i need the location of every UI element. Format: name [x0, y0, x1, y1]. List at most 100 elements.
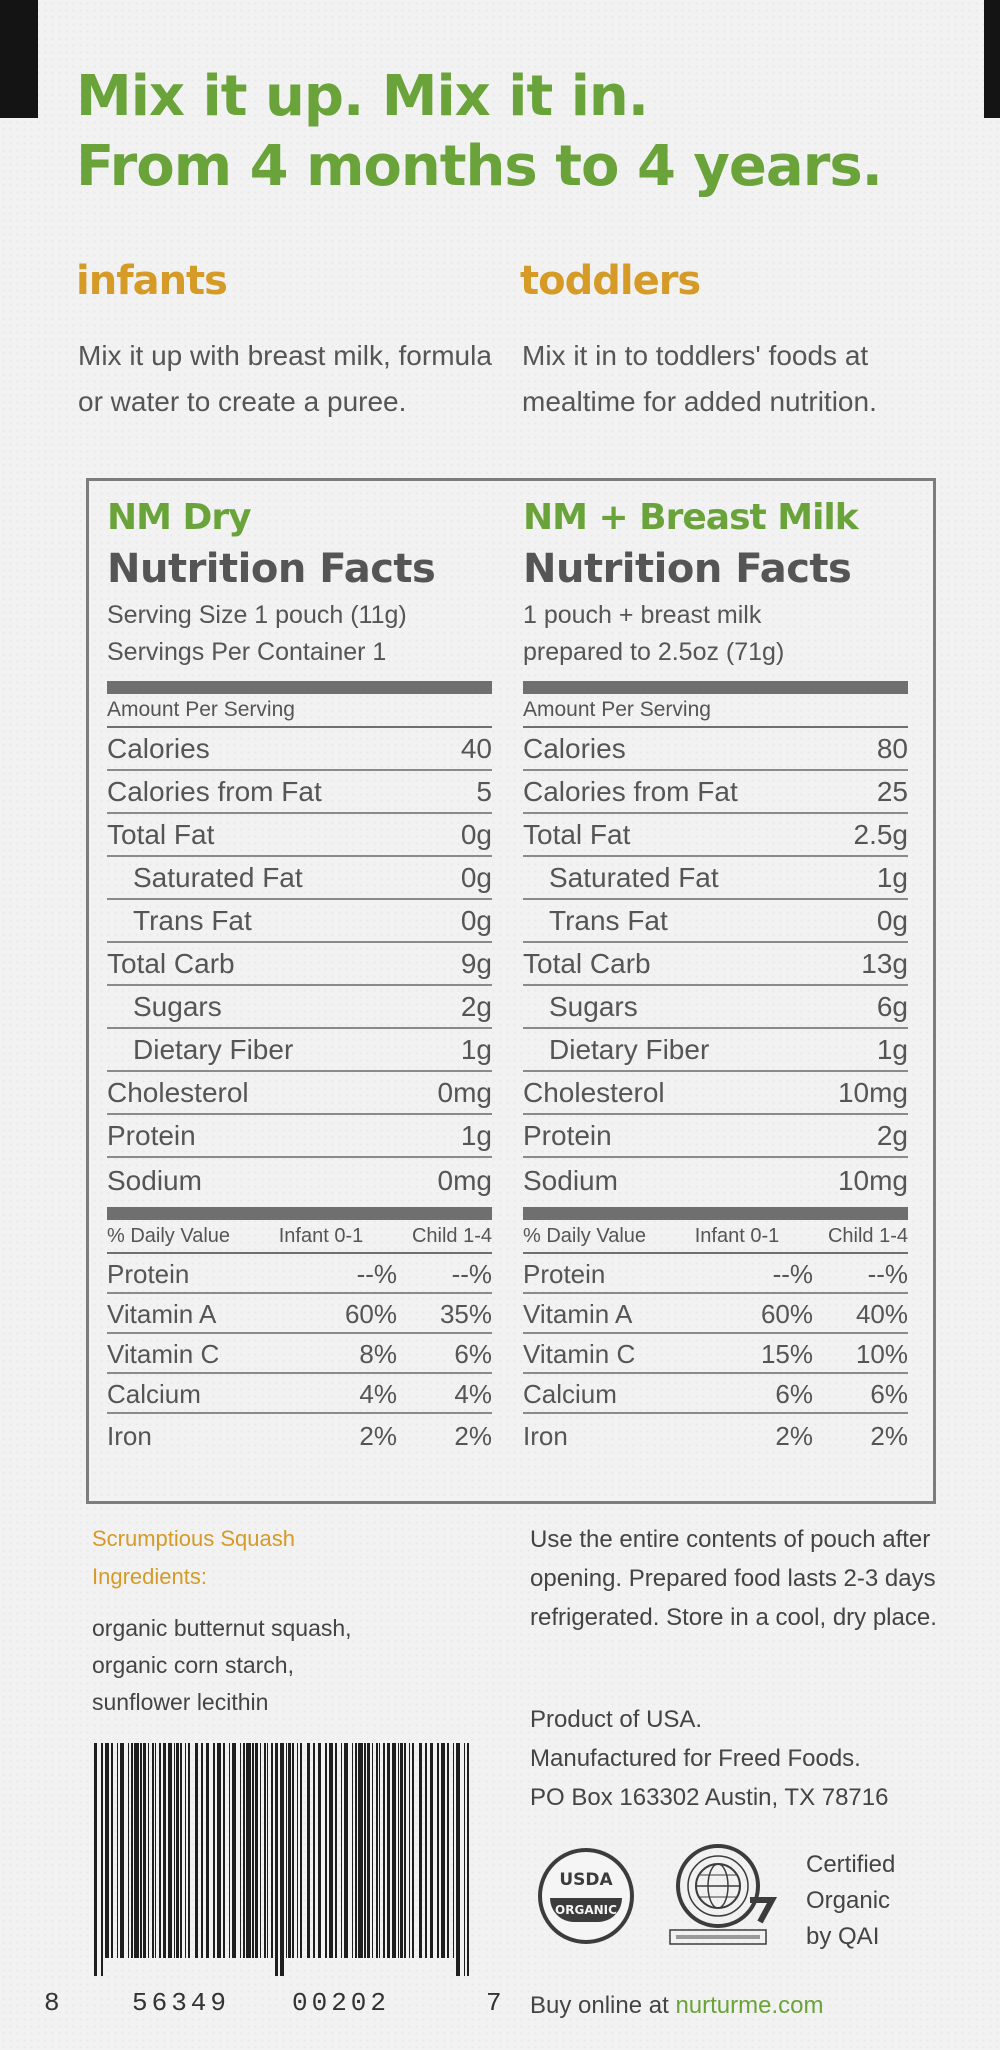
barcode-bar — [329, 1743, 333, 1958]
milk-panel-title: Nutrition Facts — [523, 546, 852, 592]
barcode-bar — [240, 1743, 241, 1958]
barcode-bar — [341, 1743, 342, 1958]
dry-row-saturated-fat: Saturated Fat 0g — [107, 857, 492, 900]
dry-vitamin-row: Vitamin A 60% 35% — [107, 1294, 492, 1334]
row-label: Total Fat — [523, 819, 631, 850]
barcode-bar — [292, 1743, 294, 1958]
vitamin-child-value: --% — [867, 1259, 908, 1289]
vitamin-infant-value: --% — [772, 1259, 813, 1289]
row-value: 6g — [876, 991, 908, 1022]
dry-panel-name: NM Dry — [107, 497, 252, 538]
ingredient-item: organic butternut squash, — [92, 1615, 352, 1641]
nutrition-facts-box: NM Dry Nutrition Facts Serving Size 1 po… — [86, 478, 936, 1504]
dry-vitamin-row: Vitamin C 8% 6% — [107, 1334, 492, 1374]
vitamin-infant-value: 60% — [344, 1299, 397, 1329]
vitamin-infant-value: 60% — [760, 1299, 813, 1329]
barcode-bar — [105, 1743, 109, 1958]
row-value: 80 — [876, 733, 908, 764]
barcode-bar — [358, 1743, 363, 1958]
buy-online-text: Buy online at nurturme.com — [530, 1992, 823, 2020]
breast-milk-nutrition-panel: NM + Breast Milk Nutrition Facts 1 pouch… — [523, 495, 908, 1454]
barcode-bar — [201, 1743, 203, 1958]
row-value: 40 — [460, 733, 492, 764]
dv-infant-label: Infant 0-1 — [694, 1225, 780, 1247]
barcode-bar — [140, 1743, 142, 1958]
row-value: 13g — [861, 948, 908, 979]
dry-row-calories-from-fat: Calories from Fat 5 — [107, 771, 492, 814]
barcode-bar — [364, 1743, 366, 1958]
dry-vitamin-row: Protein --% --% — [107, 1254, 492, 1294]
barcode-bar — [447, 1743, 449, 1958]
vitamin-child-value: 6% — [454, 1339, 492, 1369]
vitamin-label: Calcium — [523, 1379, 617, 1409]
barcode-bar — [217, 1743, 221, 1958]
barcode-bar — [232, 1743, 236, 1958]
ingredient-item: sunflower lecithin — [92, 1689, 269, 1715]
milk-vitamin-row: Iron 2% 2% — [523, 1414, 908, 1454]
vitamin-infant-value: 8% — [359, 1339, 397, 1369]
infants-text: Mix it up with breast milk, formula or w… — [78, 340, 492, 417]
vitamin-child-value: 2% — [870, 1421, 908, 1451]
barcode-bar — [419, 1743, 422, 1958]
barcode-bar — [168, 1743, 172, 1958]
milk-vitamin-row: Vitamin C 15% 10% — [523, 1334, 908, 1374]
row-label: Saturated Fat — [549, 862, 719, 893]
barcode-bar — [246, 1743, 251, 1958]
barcode-bar — [307, 1743, 310, 1958]
barcode-bar — [243, 1743, 245, 1958]
barcode-bar — [379, 1743, 380, 1958]
barcode-bar — [355, 1743, 357, 1958]
barcode-bar — [367, 1743, 370, 1958]
headline: Mix it up. Mix it in. From 4 months to 4… — [76, 62, 883, 202]
barcode-bar — [206, 1743, 209, 1958]
barcode-bar — [437, 1743, 439, 1958]
barcode-bar — [464, 1743, 465, 1976]
barcode-image — [94, 1743, 469, 1976]
barcode-bar — [280, 1743, 284, 1976]
row-label: Sugars — [549, 991, 638, 1022]
manufacturer-address: Product of USA. Manufactured for Freed F… — [530, 1700, 970, 1817]
divider-bar — [523, 681, 908, 694]
dry-vitamin-row: Iron 2% 2% — [107, 1414, 492, 1454]
address-line-2: Manufactured for Freed Foods. — [530, 1745, 861, 1772]
barcode-bar — [188, 1743, 190, 1958]
barcode-bar — [404, 1743, 406, 1958]
barcode-bar — [335, 1743, 337, 1958]
row-value: 5 — [476, 776, 492, 807]
barcode-bar — [325, 1743, 327, 1958]
barcode-bar — [456, 1743, 460, 1976]
barcode-bar — [313, 1743, 315, 1958]
vitamin-infant-value: --% — [356, 1259, 397, 1289]
row-label: Saturated Fat — [133, 862, 303, 893]
usage-instructions: Use the entire contents of pouch after o… — [530, 1526, 937, 1631]
buy-online-prefix: Buy online at — [530, 1992, 676, 2019]
barcode-bar — [159, 1743, 161, 1958]
barcode-bar — [264, 1743, 266, 1958]
barcode-bar — [275, 1743, 278, 1976]
barcode-bar — [409, 1743, 410, 1958]
barcode-bar — [400, 1743, 403, 1958]
website-link[interactable]: nurturme.com — [675, 1992, 824, 2019]
vitamin-label: Protein — [523, 1259, 606, 1289]
usda-organic-seal-icon: USDA ORGANIC — [538, 1848, 634, 1944]
milk-panel-name: NM + Breast Milk — [523, 497, 859, 538]
barcode-check-digit: 7 — [486, 1988, 506, 2018]
barcode-bar — [267, 1743, 268, 1958]
row-label: Calories from Fat — [107, 776, 322, 807]
vitamin-label: Protein — [107, 1259, 190, 1289]
dry-row-dietary-fiber: Dietary Fiber 1g — [107, 1029, 492, 1072]
row-label: Cholesterol — [523, 1077, 665, 1108]
divider-bar — [107, 681, 492, 694]
barcode-bar — [430, 1743, 433, 1958]
vitamin-infant-value: 2% — [359, 1421, 397, 1451]
certified-line-1: Certified — [806, 1851, 896, 1878]
barcode-group-1: 56349 — [132, 1988, 231, 2018]
usda-seal-bottom: ORGANIC — [550, 1898, 622, 1922]
vitamin-label: Iron — [107, 1421, 152, 1451]
vitamin-child-value: 40% — [855, 1299, 908, 1329]
barcode-bar — [163, 1743, 166, 1958]
milk-serving-info: 1 pouch + breast milk prepared to 2.5oz … — [523, 597, 908, 675]
barcode-bar — [372, 1743, 373, 1958]
row-value: 10mg — [837, 1077, 908, 1108]
vitamin-label: Calcium — [107, 1379, 201, 1409]
